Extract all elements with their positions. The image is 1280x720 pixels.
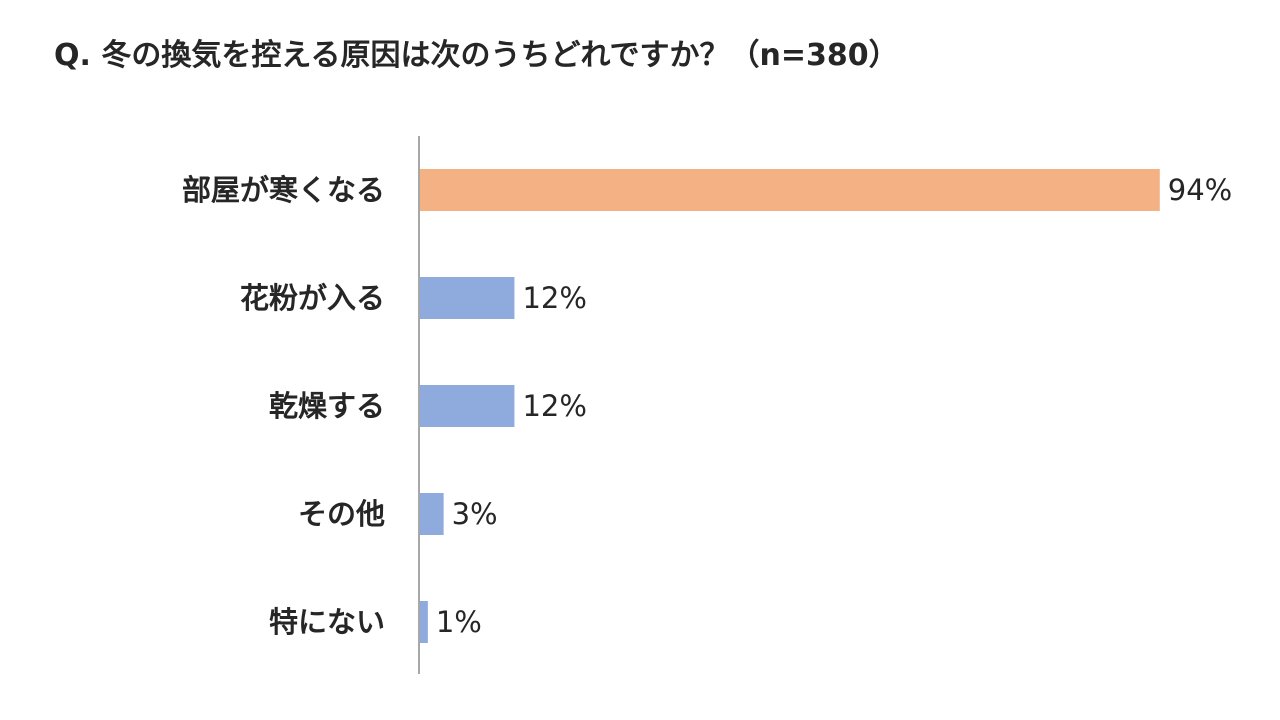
chart-title: Q. 冬の換気を控える原因は次のうちどれですか？（n=380） xyxy=(54,38,899,73)
bar-2 xyxy=(420,385,515,427)
value-label-1: 12% xyxy=(522,281,586,315)
value-label-0: 94% xyxy=(1168,173,1232,207)
bar-1 xyxy=(420,277,515,319)
bar-4 xyxy=(420,601,428,643)
bar-0 xyxy=(420,169,1160,211)
category-label-0: 部屋が寒くなる xyxy=(182,173,385,207)
value-label-4: 1% xyxy=(436,605,482,639)
bar-3 xyxy=(420,493,444,535)
category-label-3: その他 xyxy=(298,497,385,531)
category-label-1: 花粉が入る xyxy=(240,281,385,315)
category-label-2: 乾燥する xyxy=(269,389,385,423)
category-label-4: 特にない xyxy=(269,605,385,639)
value-label-2: 12% xyxy=(522,389,586,423)
value-label-3: 3% xyxy=(452,497,498,531)
